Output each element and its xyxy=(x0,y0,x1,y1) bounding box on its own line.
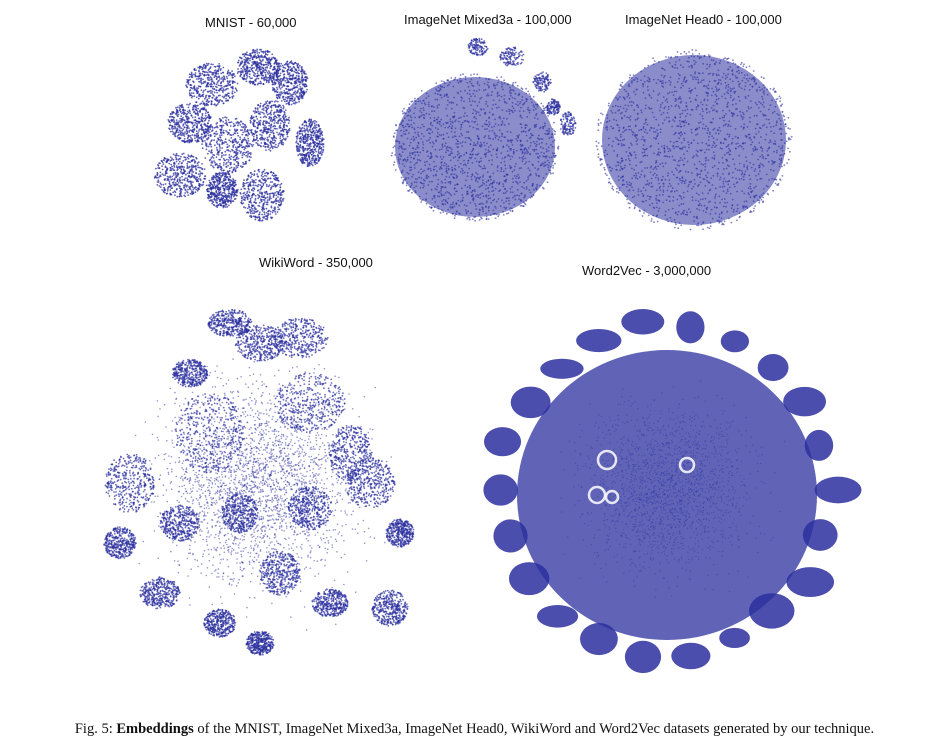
digit-cluster xyxy=(205,171,239,209)
mnist-title: MNIST - 60,000 xyxy=(205,15,297,30)
satellite-cluster xyxy=(545,98,561,116)
imagenet-head0-title: ImageNet Head0 - 100,000 xyxy=(625,12,782,27)
dense-core xyxy=(517,350,817,640)
wikiword-embedding-plot xyxy=(103,308,415,656)
word-cluster xyxy=(221,492,259,534)
rim-cluster xyxy=(576,329,622,353)
rim-cluster xyxy=(508,562,550,596)
rim-cluster xyxy=(786,567,835,597)
main-cluster-points xyxy=(390,73,560,222)
word-cluster xyxy=(274,372,346,434)
rim-cluster xyxy=(484,427,522,457)
word-cluster xyxy=(371,589,409,627)
rim-cluster xyxy=(749,593,795,629)
digit-cluster xyxy=(185,62,239,107)
main-cluster xyxy=(395,77,555,217)
word-cluster xyxy=(234,324,286,362)
word-cluster xyxy=(345,457,396,508)
rim-cluster xyxy=(814,476,862,504)
digit-cluster xyxy=(249,100,291,152)
rim-cluster xyxy=(493,519,528,553)
caption-text: of the MNIST, ImageNet Mixed3a, ImageNet… xyxy=(194,721,874,737)
word-cluster xyxy=(385,518,415,548)
word-cluster xyxy=(104,453,155,513)
digit-cluster xyxy=(239,168,285,222)
wikiword-title: WikiWord - 350,000 xyxy=(259,255,373,270)
digit-cluster xyxy=(236,48,281,86)
rim-cluster xyxy=(510,386,551,419)
rim-cluster xyxy=(483,474,518,506)
rim-cluster xyxy=(536,605,579,628)
word-cluster xyxy=(328,424,373,482)
word2vec-embedding-plot xyxy=(483,308,862,674)
rim-cluster xyxy=(804,429,834,461)
ring-structure xyxy=(678,456,696,474)
digit-cluster xyxy=(153,152,207,198)
word-cluster xyxy=(159,504,201,542)
rim-cluster xyxy=(621,308,665,335)
rim-cluster xyxy=(720,330,750,353)
caption-prefix: Fig. 5: xyxy=(75,721,117,737)
ring-structure xyxy=(587,485,607,505)
word-cluster xyxy=(311,588,349,618)
satellite-cluster xyxy=(532,71,552,93)
digit-cluster xyxy=(167,102,212,144)
rim-cluster xyxy=(671,642,711,670)
satellite-cluster xyxy=(559,111,577,136)
word-cluster xyxy=(103,526,137,560)
imagenet-mixed3a-embedding-plot xyxy=(390,37,577,222)
rim-cluster xyxy=(719,627,750,649)
satellite-cluster xyxy=(467,37,489,57)
satellite-cluster xyxy=(499,46,525,67)
rim-cluster xyxy=(624,640,662,674)
rim-cluster xyxy=(757,354,789,382)
word-cluster xyxy=(174,393,246,474)
imagenet-mixed3a-title: ImageNet Mixed3a - 100,000 xyxy=(404,12,572,27)
rim-cluster xyxy=(580,622,618,656)
mnist-embedding-plot xyxy=(153,48,325,222)
word-cluster xyxy=(245,630,275,656)
word-cluster xyxy=(207,308,253,337)
rim-cluster xyxy=(676,311,705,344)
main-cluster-points xyxy=(595,49,793,231)
word-cluster xyxy=(272,317,329,359)
word-cluster xyxy=(287,486,333,531)
imagenet-head0-embedding-plot xyxy=(595,49,793,231)
word-cluster xyxy=(172,358,209,388)
caption-bold-term: Embeddings xyxy=(116,721,193,737)
digit-cluster xyxy=(295,118,325,168)
word-cluster xyxy=(139,576,181,610)
digit-cluster xyxy=(201,116,255,174)
word2vec-title: Word2Vec - 3,000,000 xyxy=(582,263,711,278)
figure-caption: Fig. 5: Embeddings of the MNIST, ImageNe… xyxy=(0,721,949,738)
rim-cluster xyxy=(540,358,584,379)
word-cluster xyxy=(203,608,237,638)
ring-structure xyxy=(604,489,620,505)
word-cluster xyxy=(259,550,301,596)
digit-cluster xyxy=(271,60,309,106)
rim-cluster xyxy=(783,386,827,417)
ring-structure xyxy=(596,449,618,471)
rim-cluster xyxy=(802,519,838,551)
